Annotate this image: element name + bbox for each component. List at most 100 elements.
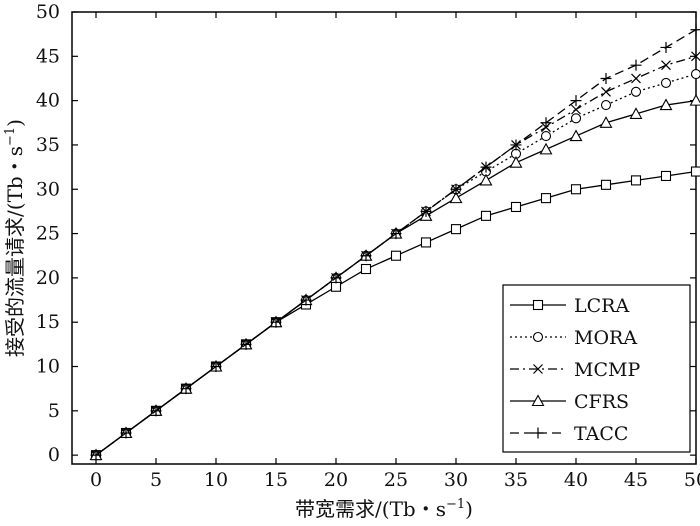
- data-point-cfrs: [599, 116, 613, 128]
- legend-label-lcra: LCRA: [574, 295, 629, 317]
- legend-label-mora: MORA: [574, 327, 637, 349]
- data-point-mora: [600, 100, 612, 111]
- plot-frame: [71, 11, 697, 465]
- data-point-lcra: [480, 210, 492, 221]
- data-point-tacc: [540, 117, 552, 129]
- data-point-lcra: [690, 166, 700, 177]
- data-point-tacc: [660, 41, 672, 53]
- data-point-cfrs: [479, 173, 493, 186]
- legend-marker-mcmp: [533, 364, 543, 374]
- data-point-tacc: [360, 250, 372, 262]
- legend-entry-mora: MORA: [510, 327, 637, 349]
- x-axis-label-end: ): [465, 497, 473, 521]
- data-point-cfrs: [449, 191, 463, 204]
- legend-marker-lcra: [532, 299, 544, 311]
- x-axis-label-main: 带宽需求/(Tb・s: [295, 497, 446, 521]
- data-point-tacc: [210, 361, 222, 373]
- y-tick-label: 5: [48, 400, 60, 422]
- x-axis-label-sup: −1: [446, 497, 465, 512]
- data-point-mcmp: [661, 60, 671, 71]
- data-point-mora: [570, 113, 582, 124]
- data-point-lcra: [510, 201, 522, 213]
- y-axis-label-sup: −1: [3, 127, 18, 146]
- data-point-mcmp: [691, 51, 700, 62]
- x-tick-label: 20: [324, 469, 348, 491]
- legend-marker-mora: [532, 331, 544, 343]
- series-layer: [89, 24, 700, 461]
- x-tick-label: 45: [624, 469, 648, 491]
- legend-marker-cfrs: [531, 394, 545, 407]
- data-point-tacc: [570, 95, 582, 107]
- data-point-lcra: [450, 224, 462, 235]
- data-point-mcmp: [601, 86, 611, 97]
- data-point-cfrs: [659, 98, 673, 111]
- y-tick-label: 35: [36, 134, 60, 156]
- y-tick-label: 30: [36, 178, 60, 200]
- y-axis-ticks: 0 5 10 15 20 25 30 35 40 45 50: [36, 1, 696, 466]
- legend-label-mcmp: MCMP: [574, 359, 640, 381]
- data-point-tacc: [120, 427, 132, 439]
- data-point-mora: [540, 131, 552, 142]
- x-axis-ticks: 0 5 10 15 20 25 30 35 40 45 50: [90, 12, 700, 491]
- y-axis-label: 接受的流量请求/(Tb・s−1): [3, 119, 27, 357]
- data-point-tacc: [480, 161, 492, 173]
- data-point-mora: [630, 86, 642, 97]
- legend-entry-mcmp: MCMP: [510, 359, 640, 381]
- data-point-tacc: [240, 338, 252, 350]
- legend-entry-tacc: TACC: [510, 423, 628, 445]
- series-line-mcmp: [95, 55, 697, 456]
- y-tick-label: 20: [36, 267, 60, 289]
- data-point-mora: [690, 68, 700, 80]
- y-tick-label: 0: [48, 444, 60, 466]
- data-point-lcra: [360, 263, 372, 275]
- data-point-tacc: [300, 294, 312, 306]
- data-point-tacc: [330, 272, 342, 284]
- data-point-tacc: [150, 405, 162, 417]
- data-point-lcra: [540, 193, 552, 204]
- legend-entry-cfrs: CFRS: [510, 391, 629, 413]
- y-axis-label-main: 接受的流量请求/(Tb・s: [3, 146, 27, 357]
- x-tick-label: 5: [150, 469, 162, 491]
- legend-marker-tacc: [532, 427, 544, 439]
- x-tick-label: 35: [504, 469, 528, 491]
- data-point-tacc: [630, 59, 642, 71]
- legend-label-cfrs: CFRS: [574, 391, 629, 413]
- data-point-mcmp: [631, 73, 641, 84]
- x-tick-label: 0: [90, 469, 102, 491]
- data-point-lcra: [420, 237, 432, 248]
- data-point-tacc: [510, 139, 522, 151]
- x-axis-label: 带宽需求/(Tb・s−1): [295, 497, 473, 521]
- y-tick-label: 25: [36, 223, 60, 245]
- data-point-cfrs: [689, 93, 700, 106]
- x-tick-label: 15: [264, 469, 288, 491]
- y-axis-label-end: ): [3, 119, 27, 127]
- data-point-lcra: [600, 179, 612, 190]
- y-tick-label: 45: [36, 45, 60, 67]
- data-point-tacc: [180, 383, 192, 395]
- data-point-cfrs: [509, 156, 523, 168]
- y-tick-label: 50: [36, 1, 60, 23]
- data-point-tacc: [90, 449, 102, 461]
- x-tick-label: 25: [384, 469, 408, 491]
- legend-label-tacc: TACC: [574, 423, 628, 445]
- y-tick-label: 15: [36, 311, 60, 333]
- data-point-tacc: [450, 183, 462, 195]
- legend-entry-lcra: LCRA: [510, 295, 629, 317]
- data-point-cfrs: [539, 142, 553, 155]
- data-point-tacc: [270, 316, 282, 328]
- data-point-mcmp: [571, 104, 581, 115]
- legend: LCRA MORA MCMP CFRS TACC: [502, 284, 691, 453]
- data-point-lcra: [570, 184, 582, 195]
- data-point-lcra: [330, 281, 342, 292]
- data-point-tacc: [600, 72, 612, 84]
- x-tick-label: 50: [684, 469, 700, 491]
- series-tacc: [90, 24, 700, 461]
- x-tick-label: 30: [444, 469, 468, 491]
- data-point-tacc: [420, 205, 432, 217]
- y-tick-label: 40: [36, 90, 60, 112]
- data-point-cfrs: [569, 129, 583, 142]
- data-point-lcra: [660, 170, 672, 182]
- x-tick-label: 40: [564, 469, 588, 491]
- y-tick-label: 10: [36, 356, 60, 378]
